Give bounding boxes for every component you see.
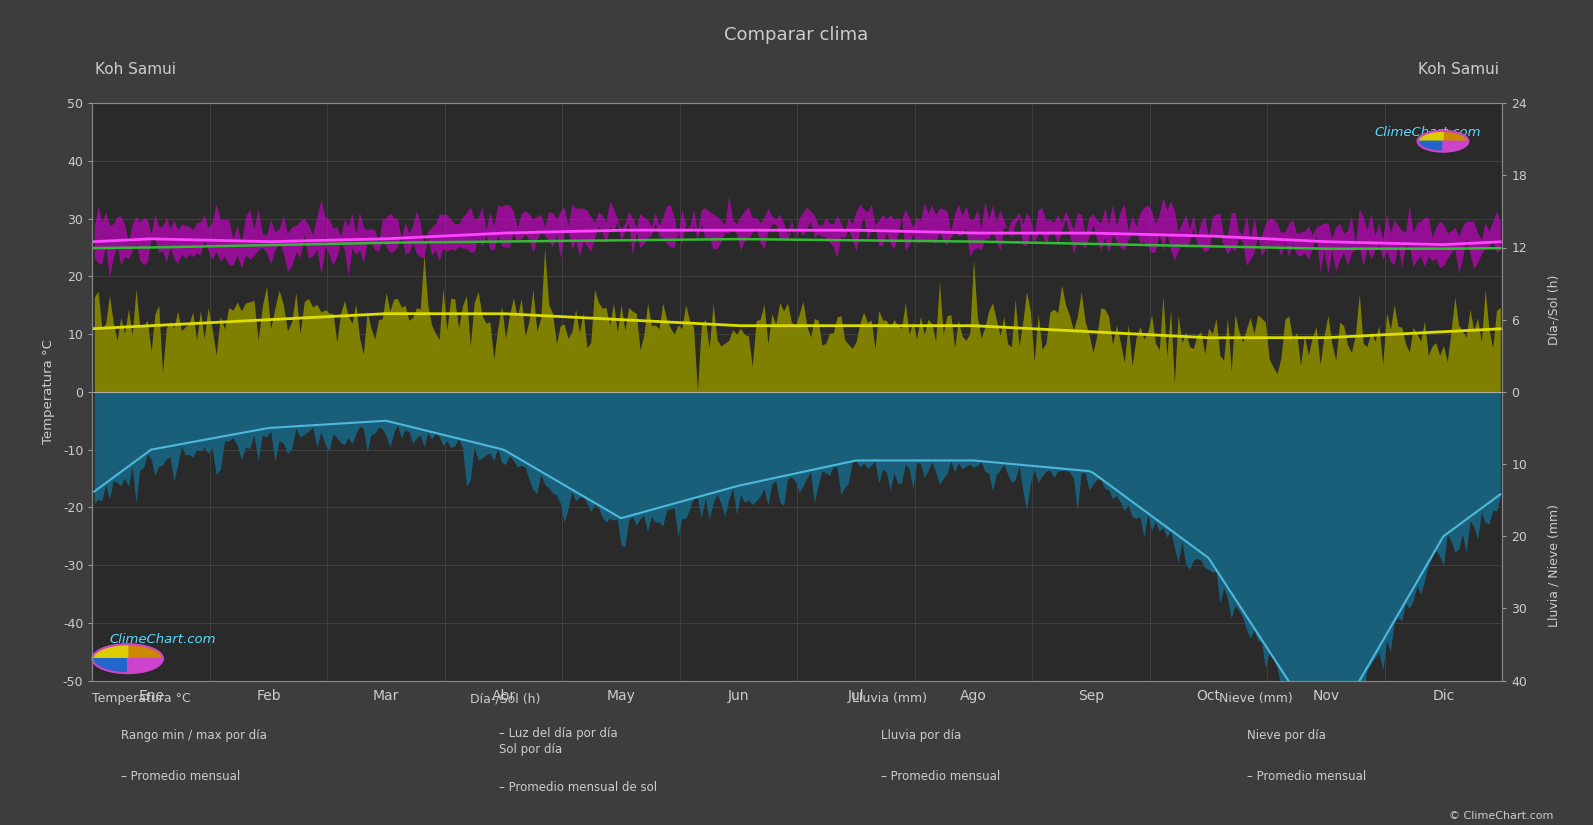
Text: ClimeChart.com: ClimeChart.com xyxy=(1375,126,1481,139)
Text: Día-/Sol (h): Día-/Sol (h) xyxy=(470,692,540,705)
Text: Lluvia por día: Lluvia por día xyxy=(881,729,961,742)
Wedge shape xyxy=(92,658,127,673)
Text: Rango min / max por día: Rango min / max por día xyxy=(121,729,268,742)
Text: ClimeChart.com: ClimeChart.com xyxy=(110,633,215,646)
Text: Nieve (mm): Nieve (mm) xyxy=(1219,692,1292,705)
Text: Koh Samui: Koh Samui xyxy=(96,62,177,78)
Wedge shape xyxy=(127,658,162,673)
Text: – Promedio mensual: – Promedio mensual xyxy=(1247,770,1367,783)
Wedge shape xyxy=(1443,131,1469,141)
Text: Día-/Sol (h): Día-/Sol (h) xyxy=(1547,274,1561,345)
Text: Temperatura °C: Temperatura °C xyxy=(92,692,191,705)
Wedge shape xyxy=(1418,131,1443,141)
Text: – Promedio mensual de sol: – Promedio mensual de sol xyxy=(499,781,656,794)
Text: Lluvia / Nieve (mm): Lluvia / Nieve (mm) xyxy=(1547,503,1561,627)
Wedge shape xyxy=(92,644,127,658)
Text: © ClimeChart.com: © ClimeChart.com xyxy=(1448,811,1553,821)
Text: Koh Samui: Koh Samui xyxy=(1418,62,1499,78)
Wedge shape xyxy=(1418,141,1443,152)
Wedge shape xyxy=(127,644,162,658)
Text: Comparar clima: Comparar clima xyxy=(725,26,868,45)
Text: Sol por día: Sol por día xyxy=(499,742,562,756)
Text: Lluvia (mm): Lluvia (mm) xyxy=(852,692,927,705)
Text: – Promedio mensual: – Promedio mensual xyxy=(881,770,1000,783)
Y-axis label: Temperatura °C: Temperatura °C xyxy=(41,339,54,445)
Text: – Promedio mensual: – Promedio mensual xyxy=(121,770,241,783)
Wedge shape xyxy=(1443,141,1469,152)
Text: – Luz del día por día: – Luz del día por día xyxy=(499,727,616,740)
Text: Nieve por día: Nieve por día xyxy=(1247,729,1327,742)
